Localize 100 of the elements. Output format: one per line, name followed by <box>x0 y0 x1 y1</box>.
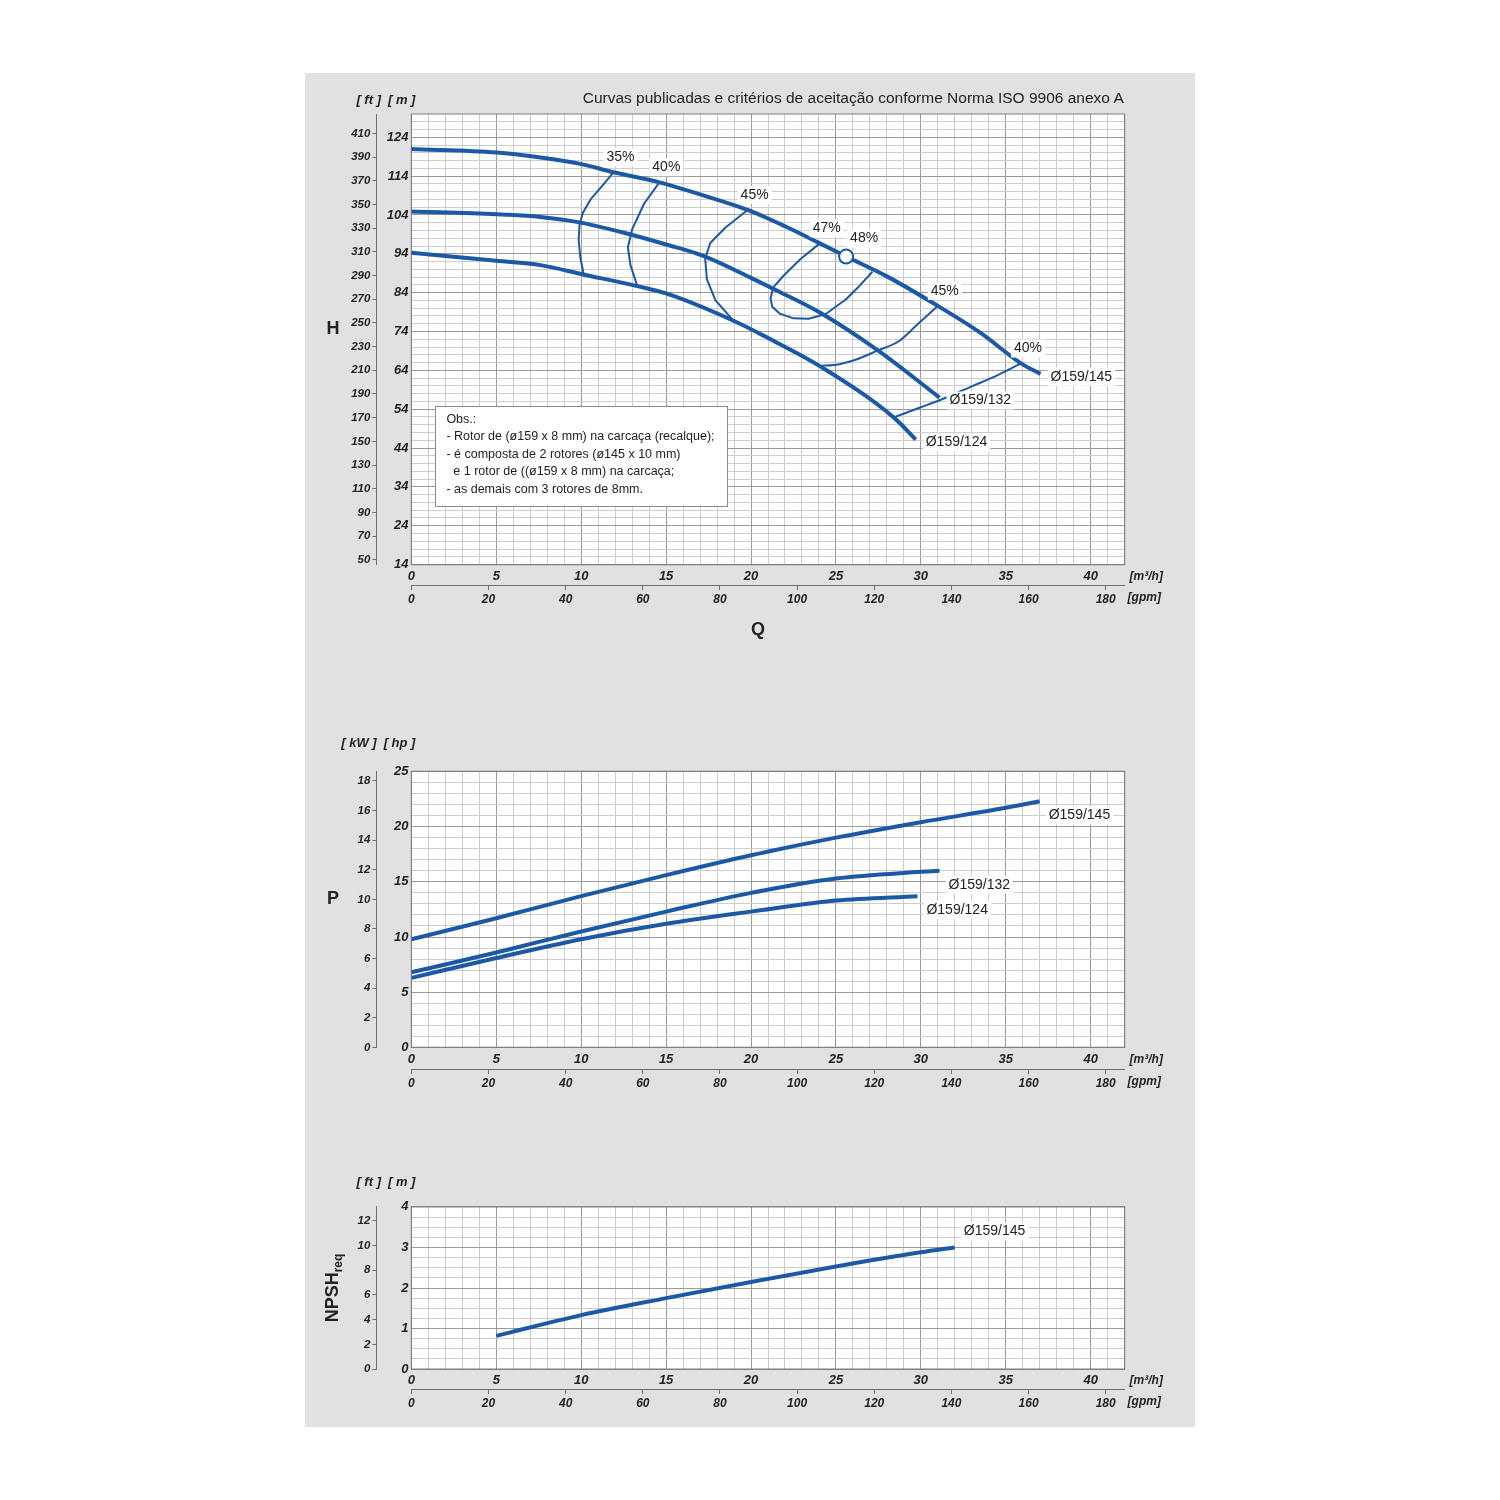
x-tick-label: 5 <box>492 567 501 583</box>
y2-tick-label: 270 <box>350 292 371 305</box>
x-tick-label: 15 <box>658 1372 675 1388</box>
x-tick-label: 30 <box>913 567 929 583</box>
x-tick-label: 10 <box>573 567 590 583</box>
x2-tick-label: 120 <box>864 591 885 606</box>
x-tick-label: 30 <box>913 1050 929 1066</box>
y2-tick-label: 230 <box>350 339 371 352</box>
y-axis-title: [ m ] <box>386 91 417 107</box>
y-tick-label: 44 <box>392 439 410 455</box>
y2-tick-label: 150 <box>351 434 371 447</box>
y2-tick-label: 70 <box>357 529 371 542</box>
series-label: Ø159/145 <box>1048 806 1111 823</box>
y2-tick-label: 6 <box>363 1288 371 1301</box>
y2-tick-label: 0 <box>363 1362 371 1375</box>
y2-tick-label: 8 <box>363 922 371 935</box>
y2-tick-label: 390 <box>351 150 371 163</box>
x2-axis-title: [gpm] <box>1126 1074 1162 1089</box>
y-tick-label: 74 <box>393 323 410 339</box>
x-axis-title: [m³/h] <box>1128 1051 1164 1066</box>
y2-axis-title: [ ft ] <box>355 91 382 107</box>
x-tick-label: 35 <box>998 1050 1014 1066</box>
y2-tick-label: 310 <box>351 245 371 258</box>
x-tick-label: 5 <box>492 1372 501 1388</box>
x2-tick-label: 80 <box>713 1075 727 1090</box>
series-label: Ø159/124 <box>925 433 988 450</box>
y2-tick-label: 10 <box>357 892 371 905</box>
x-tick-label: 35 <box>998 1372 1014 1388</box>
y2-tick-label: 210 <box>350 363 371 376</box>
y2-tick-label: 8 <box>363 1263 371 1276</box>
y-tick-label: 64 <box>393 361 410 377</box>
text: Q <box>751 618 766 639</box>
y2-tick-label: 2 <box>362 1010 371 1023</box>
y2-axis-title: [ kW ] <box>340 734 378 750</box>
y2-tick-label: 12 <box>357 1213 371 1226</box>
series-label: 47% <box>812 219 841 236</box>
x-axis-title: [m³/h] <box>1128 1373 1164 1388</box>
y-tick-label: 20 <box>392 818 410 834</box>
y-tick-label: 34 <box>393 478 410 494</box>
x2-tick-label: 80 <box>713 1395 727 1410</box>
x-tick-label: 30 <box>913 1372 929 1388</box>
series-label: 48% <box>850 229 879 246</box>
series-label: Ø159/132 <box>948 875 1011 892</box>
y-tick-label: 104 <box>386 206 410 222</box>
y2-tick-label: 14 <box>357 833 371 846</box>
x2-tick-label: 40 <box>558 591 573 606</box>
x2-tick-label: 20 <box>480 1395 496 1410</box>
x2-tick-label: 20 <box>480 1075 496 1090</box>
series-label: 45% <box>740 185 769 202</box>
series-label: 45% <box>930 281 959 298</box>
y-tick-label: 15 <box>393 873 410 889</box>
y-tick-label: 4 <box>400 1198 410 1214</box>
y-tick-label: 124 <box>386 128 410 144</box>
chart-title: Curvas publicadas e critérios de aceitação conforme Norma ISO 9906 anexo A <box>582 89 1125 107</box>
x2-tick-label: 80 <box>713 591 727 606</box>
y-tick-label: 10 <box>393 928 410 944</box>
y2-tick-label: 10 <box>357 1238 371 1251</box>
x2-tick-label: 180 <box>1095 1075 1117 1090</box>
y2-tick-label: 90 <box>357 505 371 518</box>
x2-tick-label: 140 <box>941 1395 962 1410</box>
x-tick-label: 20 <box>742 1372 760 1388</box>
text: NPSHreq <box>321 1253 345 1323</box>
y2-tick-label: 18 <box>357 774 371 787</box>
series-label: 40% <box>1014 339 1043 356</box>
text: H <box>326 318 340 339</box>
series-label: Ø159/145 <box>963 1222 1026 1239</box>
x-tick-label: 25 <box>827 1050 844 1066</box>
y-tick-label: 3 <box>401 1239 410 1255</box>
y2-tick-label: 2 <box>362 1337 371 1350</box>
x2-tick-label: 20 <box>480 591 496 606</box>
text: P <box>327 888 340 909</box>
y-tick-label: 24 <box>392 517 410 533</box>
y2-tick-label: 4 <box>362 1312 371 1325</box>
x-tick-label: 10 <box>573 1372 590 1388</box>
y2-tick-label: 16 <box>357 803 371 816</box>
y2-tick-label: 6 <box>363 951 371 964</box>
y-tick-label: 2 <box>400 1279 410 1295</box>
x-tick-label: 40 <box>1082 567 1099 583</box>
y2-tick-label: 190 <box>351 387 371 400</box>
x2-tick-label: 40 <box>558 1395 573 1410</box>
x2-tick-label: 100 <box>787 1395 808 1410</box>
y2-tick-label: 330 <box>351 221 371 234</box>
y-tick-label: 14 <box>393 556 410 572</box>
x-tick-label: 15 <box>658 1050 675 1066</box>
x-tick-label: 20 <box>742 1050 760 1066</box>
y-axis-title: [ hp ] <box>382 734 417 750</box>
y2-tick-label: 170 <box>351 410 371 423</box>
y2-tick-label: 50 <box>357 552 371 565</box>
y2-tick-label: 250 <box>350 316 371 329</box>
y2-tick-label: 110 <box>352 481 371 494</box>
y2-tick-label: 370 <box>351 174 371 187</box>
x-tick-label: 25 <box>827 1372 844 1388</box>
x-tick-label: 15 <box>658 567 675 583</box>
y-tick-label: 1 <box>401 1320 409 1336</box>
y-tick-label: 5 <box>401 983 410 999</box>
x2-tick-label: 60 <box>636 1075 650 1090</box>
x-tick-label: 20 <box>742 567 760 583</box>
y2-tick-label: 350 <box>351 197 371 210</box>
x2-tick-label: 140 <box>941 591 962 606</box>
y2-tick-label: 4 <box>362 981 371 994</box>
